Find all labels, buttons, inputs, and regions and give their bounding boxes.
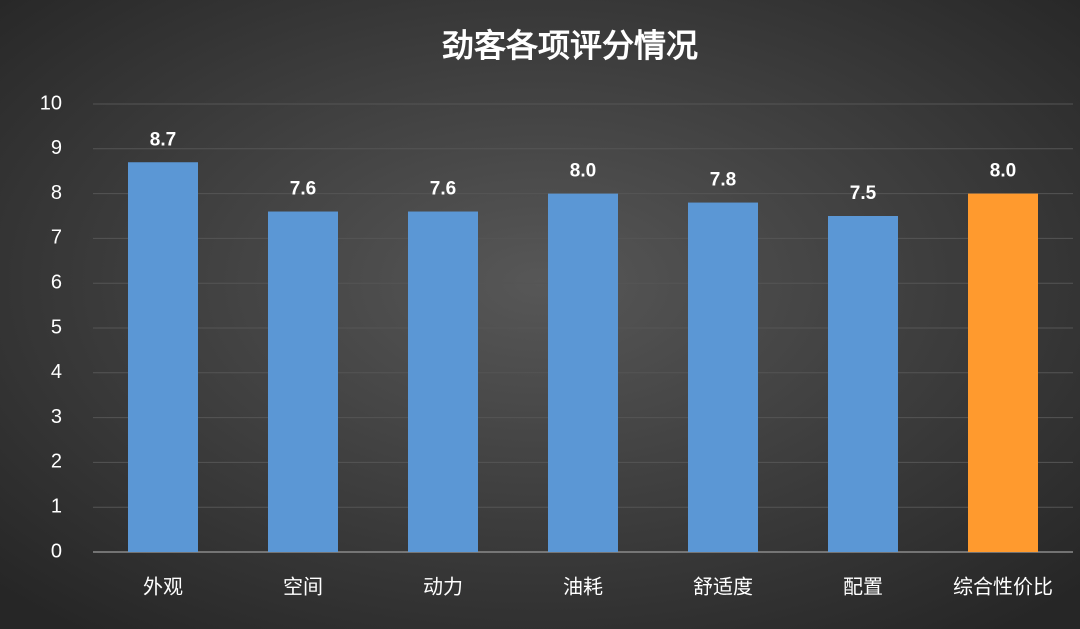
x-tick-label: 舒适度 [693, 575, 753, 598]
y-tick-label: 7 [51, 227, 62, 249]
y-tick-label: 6 [51, 271, 62, 293]
y-tick-label: 0 [51, 540, 62, 562]
y-tick-label: 9 [51, 137, 62, 159]
data-label: 7.6 [290, 179, 316, 200]
data-label: 7.8 [710, 170, 736, 191]
y-tick-label: 5 [51, 316, 62, 338]
x-tick-label: 动力 [423, 575, 463, 598]
chart-title: 劲客各项评分情况 [442, 27, 698, 63]
bar [828, 216, 898, 552]
x-tick-label: 空间 [283, 575, 323, 598]
x-tick-label: 外观 [143, 575, 183, 598]
y-tick-label: 8 [51, 182, 62, 204]
data-label: 7.6 [430, 179, 456, 200]
data-label: 8.0 [990, 161, 1016, 182]
y-tick-label: 1 [51, 495, 62, 517]
bar [548, 193, 618, 552]
bar [128, 162, 198, 553]
y-tick-label: 2 [51, 451, 62, 473]
y-tick-label: 4 [51, 361, 62, 383]
data-label: 7.5 [850, 183, 877, 204]
bar [688, 202, 758, 552]
bar [268, 211, 338, 552]
data-label: 8.7 [150, 129, 176, 150]
x-tick-label: 配置 [843, 576, 883, 598]
y-tick-label: 10 [40, 92, 62, 114]
y-tick-label: 3 [51, 406, 62, 428]
bar [968, 193, 1038, 552]
x-tick-label: 综合性价比 [953, 575, 1053, 598]
bar [408, 211, 478, 552]
data-label: 8.0 [570, 161, 596, 182]
x-tick-label: 油耗 [563, 575, 603, 598]
